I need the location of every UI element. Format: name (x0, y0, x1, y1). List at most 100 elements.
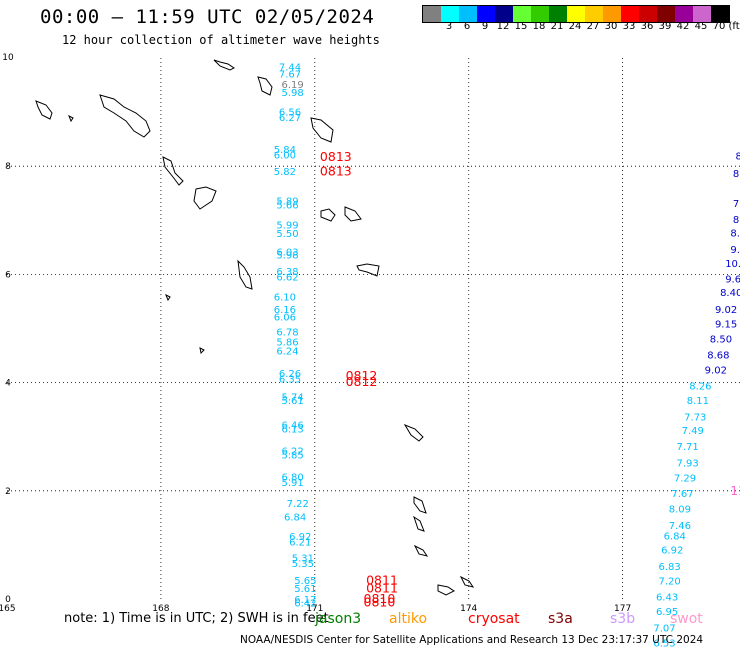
colorbar-tick-label: 70 (712, 21, 726, 32)
wave-height-label: 6.22 (281, 447, 303, 458)
island-outline (356, 263, 380, 277)
wave-height-label: 8. (733, 169, 740, 180)
island-outline (413, 515, 425, 532)
wave-height-label: 5.66 (276, 200, 298, 211)
colorbar-swatch (441, 6, 459, 22)
wave-height-label: 7.07 (653, 623, 675, 634)
pass-time-label: 0813 (320, 149, 352, 164)
wave-height-label: 6.24 (276, 346, 298, 357)
wave-height-label: 5.61 (294, 584, 316, 595)
satellite-legend-altiko: altiko (389, 611, 428, 627)
colorbar-tick-label: 42 (676, 21, 690, 32)
island-outline (344, 206, 362, 222)
wave-height-label: 7.71 (676, 442, 698, 453)
island-outline (320, 208, 336, 222)
colorbar-swatch (567, 6, 585, 22)
wave-height-label: 7. (733, 199, 740, 210)
wave-height-label: 6.38 (276, 267, 298, 278)
wave-height-label: 7.67 (279, 69, 301, 80)
wave-height-label: 6.56 (279, 107, 301, 118)
y-tick-label: 10 (2, 53, 14, 63)
wave-height-label: 6.95 (656, 607, 678, 618)
pass-time-label: 11 (730, 484, 740, 498)
island-outline (413, 496, 427, 514)
colorbar-tick-label: 9 (481, 21, 489, 32)
footer-credit: NOAA/NESDIS Center for Satellite Applica… (240, 634, 704, 646)
wave-height-label: 5.74 (281, 392, 303, 403)
wave-height-label: 7.67 (671, 489, 693, 500)
pass-time-label: 0811 (366, 572, 398, 587)
colorbar-tick-label: 24 (568, 21, 582, 32)
wave-height-label: 9.0 (730, 245, 740, 256)
island-outline (99, 94, 151, 138)
island-outline (237, 259, 253, 290)
y-tick-label: 8 (5, 162, 11, 172)
colorbar-tick-label: 30 (604, 21, 618, 32)
island-outline (257, 76, 273, 96)
wave-height-label: 8.40 (720, 288, 740, 299)
colorbar-swatch (513, 6, 531, 22)
wave-height-label: 6.19 (281, 80, 303, 91)
page-title: 00:00 – 11:59 UTC 02/05/2024 (40, 6, 375, 28)
y-tick-label: 4 (5, 379, 11, 389)
wave-height-label: 7.22 (287, 499, 309, 510)
wave-height-label: 6.26 (279, 369, 301, 380)
pass-time-label: 0813 (320, 163, 352, 178)
wave-height-label: 7.44 (279, 62, 301, 73)
wave-height-label: 5.98 (281, 88, 303, 99)
island-outline (199, 347, 205, 355)
wave-height-label: 6.78 (276, 328, 298, 339)
wave-height-label: 7.29 (674, 474, 696, 485)
colorbar-swatch (657, 6, 675, 22)
pass-time-label: 0812 (346, 374, 378, 389)
colorbar-swatch (531, 6, 549, 22)
page-subtitle: 12 hour collection of altimeter wave hei… (62, 33, 380, 47)
colorbar-swatch (495, 6, 513, 22)
wave-height-label: 6.83 (659, 562, 681, 573)
x-tick-label: 165 (0, 604, 16, 614)
colorbar-tick-label: 6 (463, 21, 471, 32)
wave-height-label: 8.26 (689, 382, 711, 393)
island-outline (459, 575, 475, 588)
wave-height-label: 5.91 (281, 478, 303, 489)
island-outline (35, 100, 53, 120)
colorbar-tick-label: 39 (658, 21, 672, 32)
wave-height-label: 6.03 (276, 247, 298, 258)
colorbar-tick-label: 33 (622, 21, 636, 32)
wave-height-label: 5.85 (281, 450, 303, 461)
colorbar-swatch (585, 6, 603, 22)
wave-height-label: 6.35 (279, 375, 301, 386)
y-tick-label: 6 (5, 270, 11, 280)
satellite-legend-s3a: s3a (548, 611, 573, 627)
colorbar-unit-label: (ft) (728, 21, 740, 32)
colorbar-tick-label: 12 (496, 21, 510, 32)
wave-height-label: 6.13 (281, 424, 303, 435)
x-tick-label: 174 (460, 604, 477, 614)
colorbar (422, 5, 730, 23)
colorbar-tick-label: 45 (694, 21, 708, 32)
colorbar-tick-label: 15 (514, 21, 528, 32)
wave-height-label: 8.6 (730, 229, 740, 240)
y-tick-label: 2 (5, 487, 11, 497)
colorbar-tick-label: 3 (445, 21, 453, 32)
wave-height-label: 7.73 (684, 412, 706, 423)
x-tick-label: 171 (306, 604, 323, 614)
wave-height-label: 8.68 (707, 350, 729, 361)
satellite-legend-cryosat: cryosat (468, 611, 520, 627)
wave-height-label: 5.84 (274, 145, 296, 156)
island-outlines (35, 59, 475, 596)
wave-height-label: 5.82 (274, 167, 296, 178)
pass-time-label: 0810 (364, 595, 396, 610)
wave-height-label: 9.02 (715, 305, 737, 316)
wave-height-label: 9.02 (705, 365, 727, 376)
wave-height-label: 6.84 (284, 513, 306, 524)
wave-height-label: 6.00 (274, 151, 296, 162)
wave-height-label: 6.06 (274, 312, 296, 323)
colorbar-swatch (621, 6, 639, 22)
colorbar-swatch (693, 6, 711, 22)
wave-height-label: 6.92 (289, 532, 311, 543)
wave-height-label: 8.50 (710, 335, 732, 346)
wave-height-label: 5.89 (276, 197, 298, 208)
